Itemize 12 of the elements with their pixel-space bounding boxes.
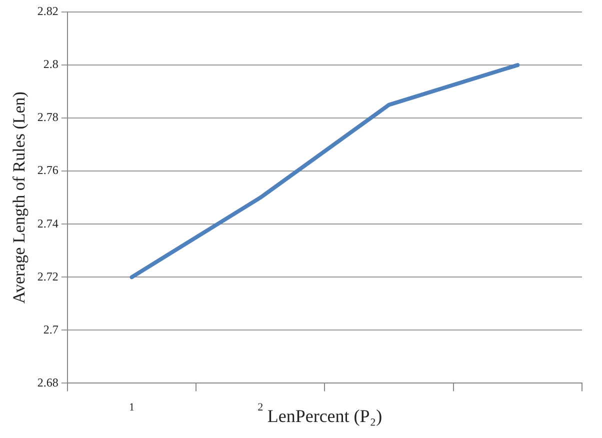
y-tick-label: 2.82 xyxy=(37,4,58,18)
y-tick-label: 2.68 xyxy=(37,375,58,390)
y-tick-label: 2.72 xyxy=(37,269,58,284)
x-tick-label: 2 xyxy=(258,402,264,414)
y-axis-title: Average Length of Rules (Len) xyxy=(10,92,29,304)
x-tick-label: 1 xyxy=(128,402,134,414)
y-tick-label: 2.78 xyxy=(37,110,58,124)
y-tick-label: 2.7 xyxy=(43,322,58,336)
x-axis-title: LenPercent (P₂) xyxy=(267,406,382,426)
y-tick-label: 2.8 xyxy=(43,57,58,72)
y-tick-label: 2.76 xyxy=(37,163,58,178)
y-tick-label: 2.74 xyxy=(37,216,58,230)
